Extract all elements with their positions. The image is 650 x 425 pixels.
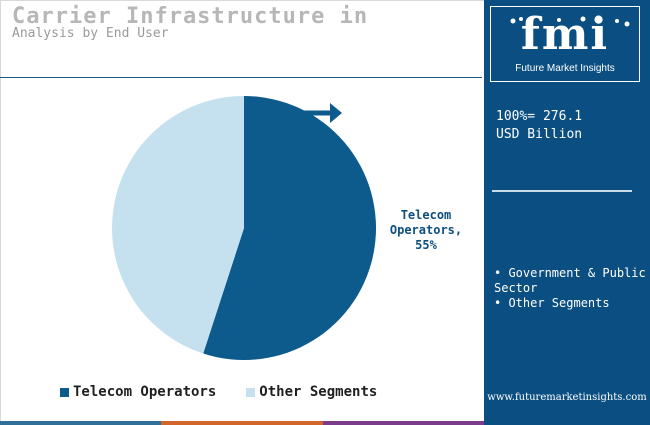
fmi-logo: fmi Future Market Insights xyxy=(490,6,640,82)
chart-title: Carrier Infrastructure in xyxy=(12,4,369,29)
bottom-bar-segment-blue xyxy=(0,421,162,425)
legend-label-other-segments: Other Segments xyxy=(259,384,378,400)
pie-chart xyxy=(112,96,377,361)
market-total-value: 100%= 276.1 xyxy=(496,109,583,124)
market-total-unit: USD Billion xyxy=(496,127,583,142)
logo-dots-icon xyxy=(510,16,630,27)
data-label-line2: Operators, xyxy=(389,223,463,237)
segment-item-government: Government & Public Sector xyxy=(494,266,646,296)
legend-swatch-other-segments xyxy=(246,387,256,397)
telecom-operators-data-label: Telecom Operators, 55% xyxy=(378,208,474,253)
pie-slice-other-segments xyxy=(112,96,244,354)
legend-item-telecom-operators: Telecom Operators xyxy=(60,384,216,400)
website-link[interactable]: www.futuremarketinsights.com xyxy=(487,392,647,403)
market-total: 100%= 276.1 USD Billion xyxy=(496,108,646,144)
segment-item-other: Other Segments xyxy=(494,296,646,311)
bottom-color-bar xyxy=(0,421,484,425)
logo-wordmark: fmi xyxy=(520,9,610,60)
legend-label-telecom-operators: Telecom Operators xyxy=(73,384,217,400)
data-label-value: 55% xyxy=(415,238,437,252)
pie-slices xyxy=(112,96,377,361)
legend-item-other-segments: Other Segments xyxy=(246,384,377,400)
bottom-bar-segment-purple xyxy=(322,421,484,425)
legend-swatch-telecom-operators xyxy=(60,387,69,397)
segment-list: Government & Public Sector Other Segment… xyxy=(494,266,646,311)
info-panel: fmi Future Market Insights 100%= 276.1 U… xyxy=(484,0,650,425)
data-label-line1: Telecom xyxy=(400,208,452,222)
logo-tagline: Future Market Insights xyxy=(515,63,615,74)
bottom-bar-segment-orange xyxy=(161,421,323,425)
arrow-icon xyxy=(304,103,342,123)
title-divider xyxy=(0,77,482,78)
pie-slice-telecom-operators xyxy=(203,96,377,361)
panel-divider-top xyxy=(492,190,632,192)
chart-subtitle: Analysis by End User xyxy=(12,26,169,41)
chart-legend: Telecom Operators Other Segments xyxy=(60,384,377,400)
